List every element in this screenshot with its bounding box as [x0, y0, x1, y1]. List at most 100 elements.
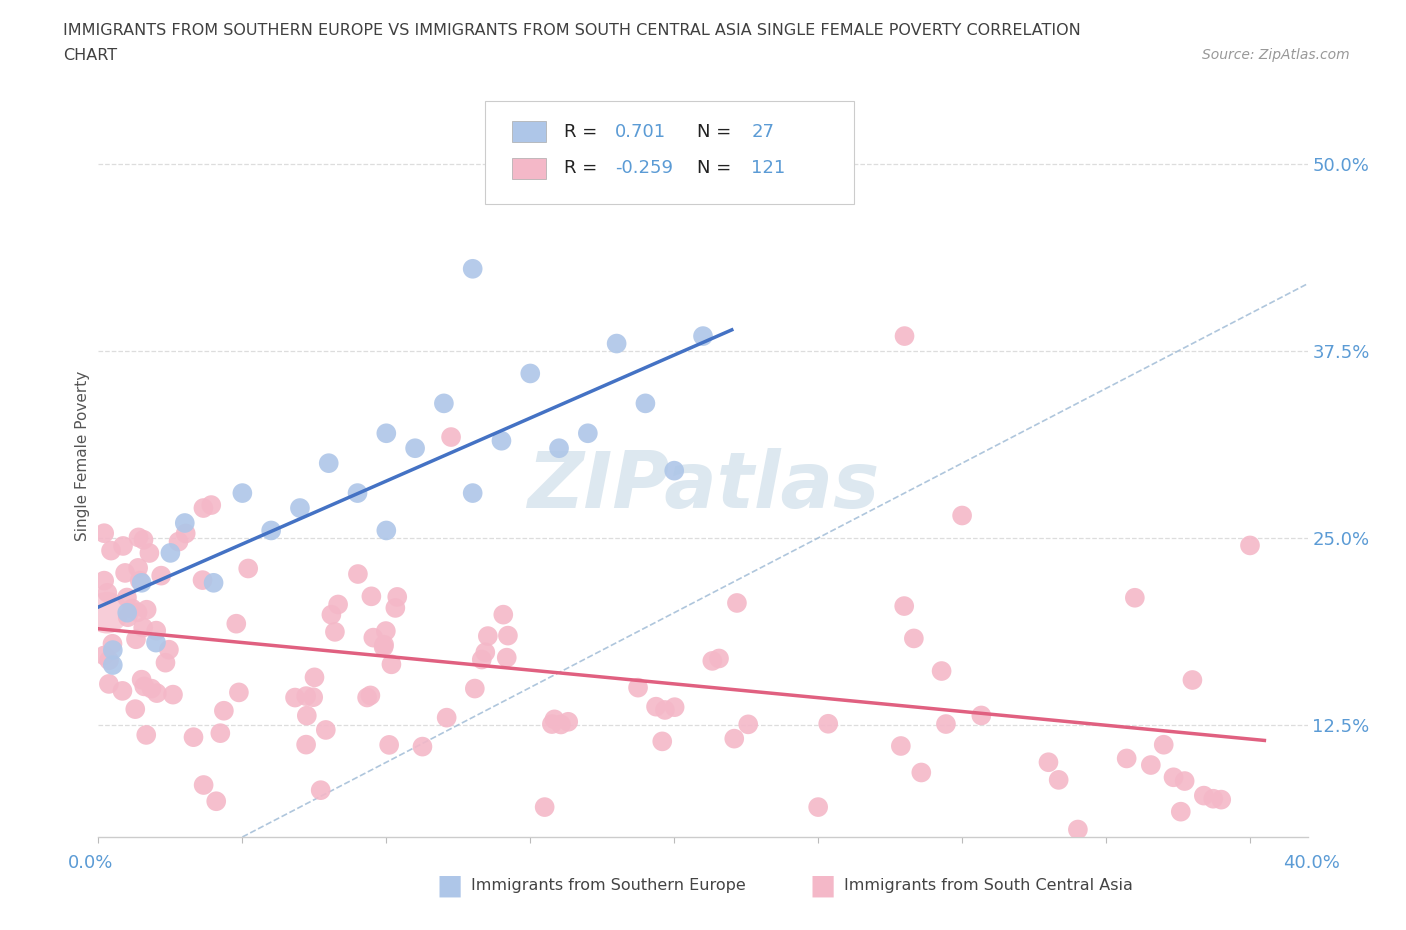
Point [411, 739, 433, 754]
Point [96, 585, 118, 600]
Point [228, 685, 250, 700]
Point [173, 515, 195, 530]
Point [1047, 773, 1070, 788]
Point [134, 679, 156, 694]
Point [121, 601, 143, 616]
Point [295, 689, 318, 704]
Point [464, 681, 486, 696]
Point [893, 599, 915, 614]
Text: -0.259: -0.259 [614, 159, 672, 178]
Point [359, 688, 381, 703]
Point [557, 714, 579, 729]
Point [321, 607, 343, 622]
Point [1123, 591, 1146, 605]
Point [132, 620, 155, 635]
Point [707, 651, 730, 666]
Point [93, 525, 115, 540]
Point [404, 441, 426, 456]
Point [1192, 789, 1215, 804]
Text: Source: ZipAtlas.com: Source: ZipAtlas.com [1202, 48, 1350, 62]
Point [231, 485, 253, 500]
Point [96, 605, 118, 620]
Text: IMMIGRANTS FROM SOUTHERN EUROPE VS IMMIGRANTS FROM SOUTH CENTRAL ASIA SINGLE FEM: IMMIGRANTS FROM SOUTHERN EUROPE VS IMMIG… [63, 23, 1081, 38]
Point [131, 576, 153, 591]
Point [295, 737, 318, 752]
Point [128, 573, 150, 588]
Point [374, 624, 396, 639]
Point [1181, 672, 1204, 687]
Point [725, 595, 748, 610]
Point [318, 456, 340, 471]
Point [378, 737, 401, 752]
Point [737, 717, 759, 732]
Point [893, 328, 915, 343]
Text: 27: 27 [751, 123, 775, 140]
Point [606, 336, 628, 351]
Point [97, 676, 120, 691]
Point [363, 631, 385, 645]
Point [576, 426, 599, 441]
Point [477, 629, 499, 644]
Point [654, 702, 676, 717]
Point [100, 543, 122, 558]
Point [375, 426, 398, 441]
Point [112, 538, 135, 553]
Text: ZIPatlas: ZIPatlas [527, 448, 879, 525]
Point [807, 800, 830, 815]
Point [1174, 774, 1197, 789]
Point [492, 607, 515, 622]
Point [117, 610, 139, 625]
Point [323, 624, 346, 639]
Point [346, 485, 368, 500]
Y-axis label: Single Female Poverty: Single Female Poverty [75, 370, 90, 541]
Point [193, 500, 215, 515]
Point [692, 328, 714, 343]
Point [1067, 822, 1090, 837]
Point [461, 261, 484, 276]
Point [356, 690, 378, 705]
Point [634, 396, 657, 411]
Point [127, 561, 149, 576]
Point [135, 727, 157, 742]
Point [1153, 737, 1175, 752]
Text: Immigrants from South Central Asia: Immigrants from South Central Asia [844, 878, 1132, 893]
Point [135, 603, 157, 618]
Point [114, 565, 136, 580]
Text: R =: R = [564, 123, 603, 140]
Point [702, 654, 724, 669]
Point [146, 685, 169, 700]
FancyBboxPatch shape [512, 157, 546, 179]
Point [145, 623, 167, 638]
Text: ■: ■ [437, 871, 463, 899]
Point [115, 605, 138, 620]
Point [373, 637, 395, 652]
Point [191, 573, 214, 588]
Point [132, 532, 155, 547]
Point [202, 576, 225, 591]
Point [304, 670, 326, 684]
Point [533, 800, 555, 815]
Point [461, 485, 484, 500]
Point [627, 680, 650, 695]
Point [550, 717, 572, 732]
Point [238, 561, 260, 576]
Text: R =: R = [564, 159, 603, 178]
Point [471, 652, 494, 667]
Point [935, 717, 957, 732]
Point [495, 650, 517, 665]
Point [543, 711, 565, 726]
Point [193, 777, 215, 792]
Point [664, 463, 686, 478]
Point [284, 690, 307, 705]
Point [541, 717, 564, 732]
Point [1115, 751, 1137, 766]
Point [115, 590, 138, 604]
Point [651, 734, 673, 749]
Point [360, 589, 382, 604]
Text: 0.0%: 0.0% [67, 854, 112, 872]
Point [1038, 755, 1060, 770]
Point [101, 636, 124, 651]
Text: Immigrants from Southern Europe: Immigrants from Southern Europe [471, 878, 745, 893]
FancyBboxPatch shape [512, 121, 546, 142]
Point [645, 699, 668, 714]
